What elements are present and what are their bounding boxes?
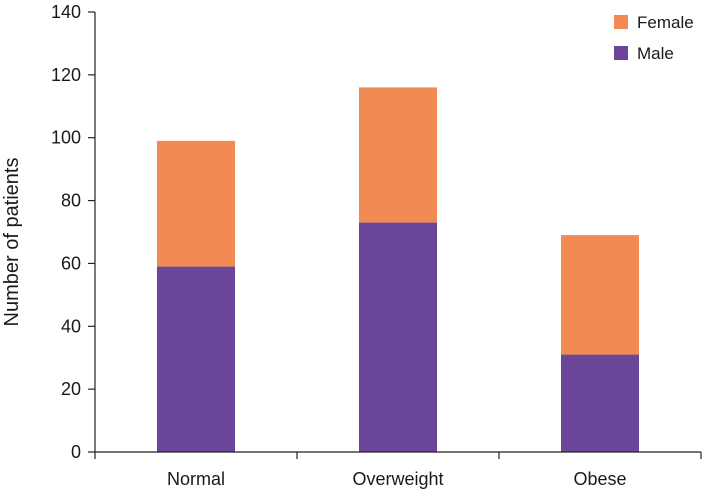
y-tick-label: 120: [51, 65, 81, 85]
bars-group: [157, 87, 639, 452]
x-tick-label: Obese: [573, 469, 626, 489]
legend: Female Male: [614, 13, 694, 63]
y-ticks-group: 0 20 40 60 80 100 120 140: [51, 2, 95, 462]
legend-label-female: Female: [637, 13, 694, 32]
legend-label-male: Male: [637, 44, 674, 63]
y-tick-label: 0: [71, 442, 81, 462]
y-tick-label: 40: [61, 316, 81, 336]
bar-male-obese: [561, 354, 639, 452]
x-ticks-group: Normal Overweight Obese: [94, 452, 702, 489]
bar-female-obese: [561, 235, 639, 355]
x-tick-label: Overweight: [352, 469, 443, 489]
y-tick-label: 100: [51, 128, 81, 148]
axes-group: [94, 12, 701, 453]
bar-female-overweight: [359, 87, 437, 223]
y-tick-label: 140: [51, 2, 81, 22]
bar-female-normal: [157, 140, 235, 267]
y-tick-label: 60: [61, 253, 81, 273]
bar-male-normal: [157, 266, 235, 452]
legend-swatch-female: [614, 15, 628, 29]
y-tick-label: 20: [61, 379, 81, 399]
y-axis-title: Number of patients: [1, 158, 23, 327]
legend-swatch-male: [614, 46, 628, 60]
bar-male-overweight: [359, 222, 437, 452]
y-tick-label: 80: [61, 191, 81, 211]
x-tick-label: Normal: [167, 469, 225, 489]
